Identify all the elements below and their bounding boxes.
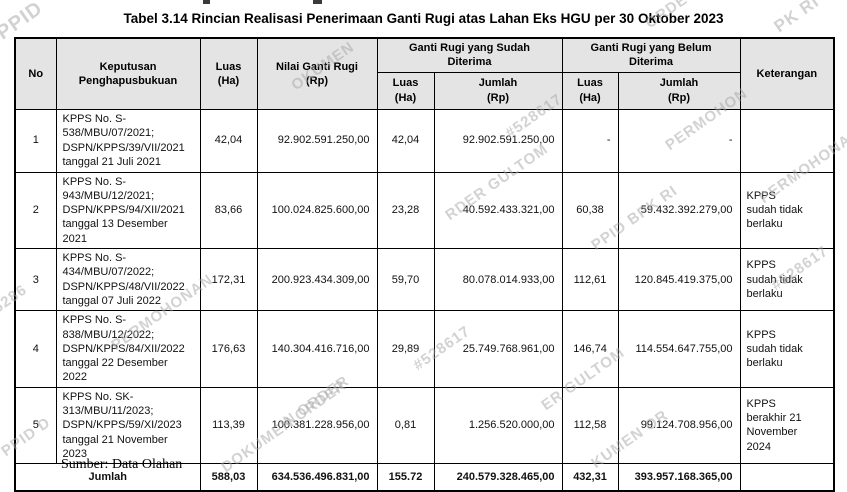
cell-nilai: 100.024.825.600,00 xyxy=(256,171,378,250)
cell-sudah-jumlah: 25.749.768.961,00 xyxy=(433,310,563,388)
cell-luas: 42,04 xyxy=(199,108,258,173)
table-row: 4 KPPS No. S- 838/MBU/12/2022; DSPN/KPPS… xyxy=(14,310,835,388)
total-sudah-jumlah: 240.579.328.465,00 xyxy=(433,463,563,492)
cell-belum-jumlah: 59.432.392.279,00 xyxy=(617,171,741,250)
cell-belum-luas: 112,61 xyxy=(561,248,619,312)
cell-no: 2 xyxy=(14,171,57,250)
cell-nilai: 100.381.228.956,00 xyxy=(256,386,378,465)
cell-sudah-luas: 42,04 xyxy=(376,108,435,173)
table-row: 3 KPPS No. S- 434/MBU/07/2022; DSPN/KPPS… xyxy=(14,248,835,312)
total-belum-jumlah: 393.957.168.365,00 xyxy=(617,463,741,492)
cropped-text-artifact xyxy=(313,0,322,4)
cell-sudah-luas: 0,81 xyxy=(376,386,435,465)
header-luas: Luas (Ha) xyxy=(199,37,258,110)
cell-keterangan: KPPS sudah tidak berlaku xyxy=(739,248,835,312)
cell-belum-jumlah: 99.124.708.956,00 xyxy=(617,386,741,465)
cell-luas: 83,66 xyxy=(199,171,258,250)
header-row-sub: Luas (Ha) Jumlah (Rp) Luas (Ha) Jumlah (… xyxy=(15,71,834,110)
cell-sudah-jumlah: 80.078.014.933,00 xyxy=(433,248,563,312)
header-sudah-group: Ganti Rugi yang Sudah Diterima xyxy=(376,37,563,73)
cell-no: 5 xyxy=(14,386,57,465)
total-luas: 588,03 xyxy=(199,463,258,492)
cell-belum-jumlah: 114.554.647.755,00 xyxy=(617,310,741,388)
cell-sudah-jumlah: 1.256.520.000,00 xyxy=(433,386,563,465)
total-sudah-luas: 155.72 xyxy=(376,463,435,492)
cell-keputusan: KPPS No. S- 943/MBU/12/2021; DSPN/KPPS/9… xyxy=(55,171,201,250)
total-nilai: 634.536.496.831,00 xyxy=(256,463,378,492)
cell-keputusan: KPPS No. S- 538/MBU/07/2021; DSPN/KPPS/3… xyxy=(55,108,201,173)
header-belum-luas: Luas (Ha) xyxy=(561,71,619,110)
cell-belum-luas: - xyxy=(561,108,619,173)
total-keterangan xyxy=(739,463,835,492)
cell-nilai: 200.923.434.309,00 xyxy=(256,248,378,312)
header-belum-group: Ganti Rugi yang Belum Diterima xyxy=(561,37,741,73)
cell-belum-luas: 112,58 xyxy=(561,386,619,465)
cell-no: 3 xyxy=(14,248,57,312)
cell-sudah-jumlah: 92.902.591.250,00 xyxy=(433,108,563,173)
cell-no: 4 xyxy=(14,310,57,388)
header-belum-jumlah: Jumlah (Rp) xyxy=(617,71,741,110)
cell-belum-jumlah: 120.845.419.375,00 xyxy=(617,248,741,312)
header-keterangan: Keterangan xyxy=(739,37,835,110)
cell-luas: 113,39 xyxy=(199,386,258,465)
cell-keputusan: KPPS No. S- 434/MBU/07/2022; DSPN/KPPS/4… xyxy=(55,248,201,312)
cell-sudah-luas: 59,70 xyxy=(376,248,435,312)
cell-belum-luas: 146,74 xyxy=(561,310,619,388)
cell-nilai: 92.902.591.250,00 xyxy=(256,108,378,173)
cell-nilai: 140.304.416.716,00 xyxy=(256,310,378,388)
header-row-group: No Keputusan Penghapusbukuan Luas (Ha) N… xyxy=(14,37,835,110)
cell-sudah-luas: 29,89 xyxy=(376,310,435,388)
cell-keterangan: KPPS sudah tidak berlaku xyxy=(739,171,835,250)
page-title: Tabel 3.14 Rincian Realisasi Penerimaan … xyxy=(123,11,724,26)
cell-keterangan: KPPS sudah tidak berlaku xyxy=(739,310,835,388)
table-row: 1 KPPS No. S- 538/MBU/07/2021; DSPN/KPPS… xyxy=(14,108,835,173)
cell-sudah-jumlah: 40.592.433.321,00 xyxy=(433,171,563,250)
cell-keterangan: KPPS berakhir 21 November 2024 xyxy=(739,386,835,465)
cell-luas: 172,31 xyxy=(199,248,258,312)
cell-keputusan: KPPS No. SK- 313/MBU/11/2023; DSPN/KPPS/… xyxy=(55,386,201,465)
header-keputusan: Keputusan Penghapusbukuan xyxy=(55,37,201,110)
header-nilai: Nilai Ganti Rugi (Rp) xyxy=(256,37,378,110)
cell-keputusan: KPPS No. S- 838/MBU/12/2022; DSPN/KPPS/8… xyxy=(55,310,201,388)
table-row: 2 KPPS No. S- 943/MBU/12/2021; DSPN/KPPS… xyxy=(14,171,835,250)
source-note: Sumber: Data Olahan xyxy=(61,457,183,472)
cell-luas: 176,63 xyxy=(199,310,258,388)
header-sudah-jumlah: Jumlah (Rp) xyxy=(433,71,563,110)
ganti-rugi-table: No Keputusan Penghapusbukuan Luas (Ha) N… xyxy=(14,37,836,492)
header-no: No xyxy=(14,37,57,110)
total-belum-luas: 432,31 xyxy=(561,463,619,492)
cropped-text-artifact xyxy=(203,0,210,4)
cell-sudah-luas: 23,28 xyxy=(376,171,435,250)
table-row: 5 KPPS No. SK- 313/MBU/11/2023; DSPN/KPP… xyxy=(14,386,835,465)
header-sudah-luas: Luas (Ha) xyxy=(376,71,435,110)
cell-belum-jumlah: - xyxy=(617,108,741,173)
cell-no: 1 xyxy=(14,108,57,173)
cell-belum-luas: 60,38 xyxy=(561,171,619,250)
cell-keterangan xyxy=(739,108,835,173)
